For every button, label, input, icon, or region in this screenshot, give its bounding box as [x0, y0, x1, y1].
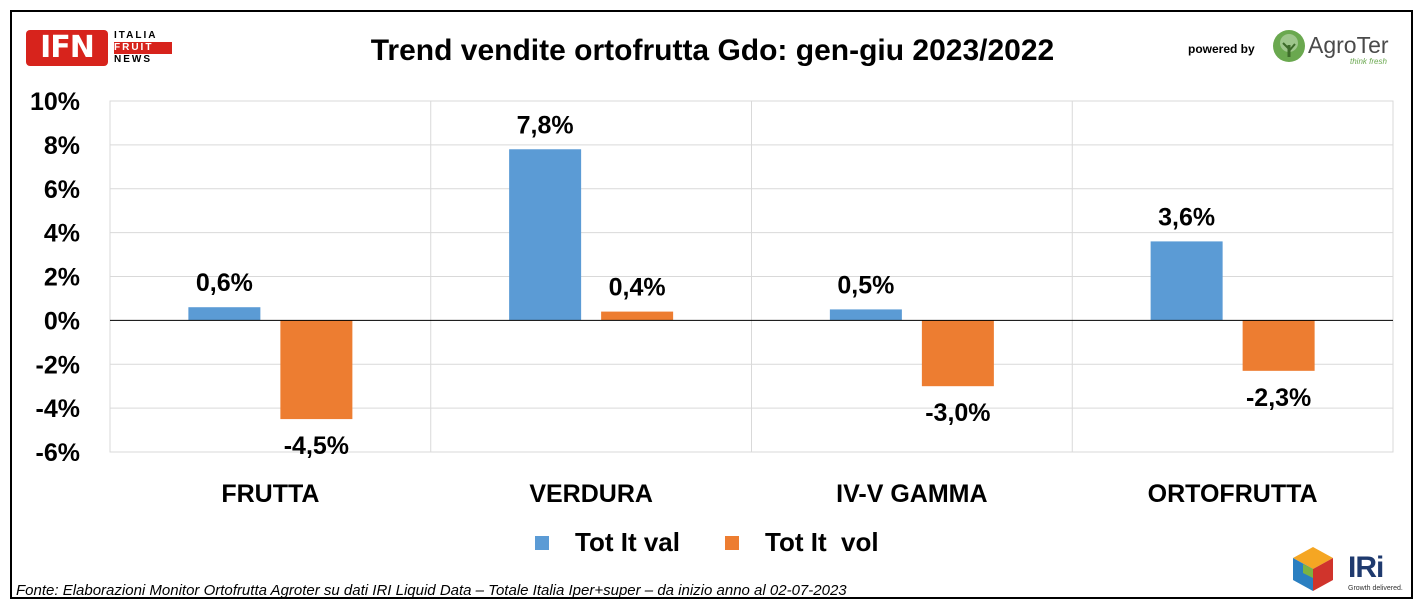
source-note: Fonte: Elaborazioni Monitor Ortofrutta A…	[16, 582, 847, 599]
data-label-val: 7,8%	[517, 111, 574, 139]
data-label-vol: -4,5%	[284, 432, 349, 460]
data-labels: 0,6% -4,5% 7,8% 0,4% 0,5% -3,0% 3,6% -2,3%	[196, 111, 1311, 460]
bar-vol-iv-v-gamma	[921, 320, 994, 387]
agroter-name: AgroTer	[1308, 32, 1389, 58]
y-tick-label: -2%	[36, 351, 80, 379]
bar-vol-frutta	[280, 320, 353, 420]
data-label-val: 3,6%	[1158, 203, 1215, 231]
chart-title: Trend vendite ortofrutta Gdo: gen-giu 20…	[370, 34, 1055, 67]
x-tick-label: ORTOFRUTTA	[1148, 480, 1318, 508]
x-tick-label: VERDURA	[529, 480, 653, 508]
y-tick-label: 2%	[44, 264, 80, 292]
iri-name: IRi	[1348, 551, 1384, 584]
bar-val-frutta	[188, 307, 261, 321]
agroter-tagline: think fresh	[1350, 57, 1387, 66]
data-label-val: 0,6%	[196, 269, 253, 297]
bar-val-iv-v-gamma	[829, 309, 902, 321]
data-label-vol: -2,3%	[1246, 384, 1311, 412]
y-tick-label: 10%	[30, 88, 80, 116]
iri-logo: IRi Growth delivered.	[1290, 545, 1410, 595]
chart-frame	[10, 10, 1413, 599]
iri-cube-icon	[1293, 547, 1333, 591]
ifn-logo-line-1: ITALIA	[114, 30, 158, 41]
legend-label-val: Tot It val	[575, 527, 680, 557]
y-tick-label: 6%	[44, 176, 80, 204]
y-tick-label: -4%	[36, 395, 80, 423]
data-label-val: 0,5%	[837, 271, 894, 299]
legend-swatch-vol	[725, 536, 739, 550]
data-label-vol: -3,0%	[925, 399, 990, 427]
y-tick-label: 0%	[44, 307, 80, 335]
bar-val-ortofrutta	[1150, 241, 1223, 321]
y-tick-label: -6%	[36, 439, 80, 467]
ifn-logo: IFN ITALIA FRUIT NEWS	[26, 30, 172, 66]
bars	[188, 149, 1315, 420]
agroter-logo: AgroTer think fresh	[1272, 28, 1402, 68]
powered-by-label: powered by	[1188, 42, 1255, 56]
bar-vol-ortofrutta	[1242, 320, 1315, 371]
x-tick-label: IV-V GAMMA	[836, 480, 987, 508]
ifn-logo-text: ITALIA FRUIT NEWS	[114, 30, 172, 66]
bar-vol-verdura	[601, 311, 674, 321]
ifn-logo-line-3: NEWS	[114, 54, 152, 65]
y-tick-label: 4%	[44, 220, 80, 248]
x-tick-label: FRUTTA	[221, 480, 319, 508]
data-label-vol: 0,4%	[609, 274, 666, 302]
legend-label-vol: Tot It vol	[765, 527, 879, 557]
bar-val-verdura	[509, 149, 582, 321]
axes: 10% 8% 6% 4% 2% 0% -2% -4% -6% FRUTTA VERDURA IV-V …	[30, 88, 1393, 508]
tree-icon	[1273, 30, 1305, 62]
ifn-logo-mark: IFN	[26, 30, 108, 66]
ifn-logo-line-2: FRUIT	[114, 42, 172, 54]
iri-tagline: Growth delivered.	[1348, 585, 1403, 592]
legend-swatch-val	[535, 536, 549, 550]
y-tick-label: 8%	[44, 132, 80, 160]
